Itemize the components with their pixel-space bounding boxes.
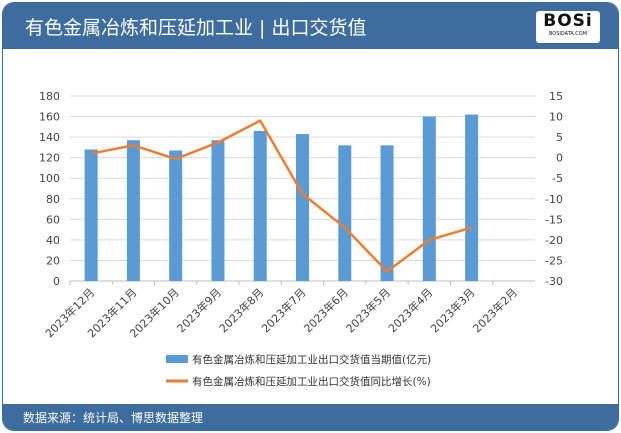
bosi-logo: BOSi BOSIDATA.COM [536, 11, 600, 43]
right-axis-tick: -5 [552, 172, 563, 185]
bar [380, 145, 394, 281]
right-axis-tick: -15 [545, 213, 563, 226]
right-axis-tick: -10 [545, 193, 563, 206]
left-axis-tick: 160 [39, 111, 60, 124]
left-axis-tick: 20 [46, 254, 60, 267]
left-axis-tick: 80 [46, 193, 60, 206]
legend-label-bar: 有色金属冶炼和压延加工业出口交货值当期值(亿元) [192, 353, 431, 366]
x-axis-tick: 2023年9月 [174, 285, 224, 335]
right-axis-tick: -30 [545, 275, 563, 288]
bar [169, 150, 183, 281]
right-axis-tick: -20 [545, 234, 563, 247]
growth-line [90, 119, 472, 273]
bar [465, 114, 479, 281]
legend-label-line: 有色金属冶炼和压延加工业出口交货值同比增长(%) [192, 375, 431, 388]
left-axis-tick: 60 [46, 213, 60, 226]
x-axis-tick: 2023年4月 [385, 285, 435, 335]
bar [84, 149, 98, 281]
header-bar: 有色金属冶炼和压延加工业 | 出口交货值 BOSi BOSIDATA.COM [3, 3, 618, 49]
left-axis-tick: 180 [39, 90, 60, 103]
page-title: 有色金属冶炼和压延加工业 | 出口交货值 [25, 17, 367, 39]
x-axis-tick: 2023年2月 [470, 285, 520, 335]
right-axis-tick: 15 [549, 90, 563, 103]
right-axis-tick: 0 [556, 152, 563, 165]
legend-swatch-bar [166, 355, 188, 363]
right-axis-tick: 10 [549, 111, 563, 124]
x-axis-tick: 2023年6月 [301, 285, 351, 335]
legend: 有色金属冶炼和压延加工业出口交货值当期值(亿元) 有色金属冶炼和压延加工业出口交… [166, 353, 431, 388]
left-axis-tick: 100 [39, 172, 60, 185]
bar [211, 140, 225, 281]
x-axis-tick: 2023年7月 [258, 285, 308, 335]
bar [422, 116, 436, 281]
left-axis-tick: 40 [46, 234, 60, 247]
right-axis-tick: 5 [556, 131, 563, 144]
x-axis-tick: 2023年8月 [216, 285, 266, 335]
left-axis-tick: 120 [39, 152, 60, 165]
footer-bar: 数据来源：统计局、博思数据整理 [3, 404, 618, 430]
bar [253, 130, 267, 281]
left-axis-tick: 0 [53, 275, 60, 288]
x-axis-tick: 2023年5月 [343, 285, 393, 335]
left-axis-tick: 140 [39, 131, 60, 144]
x-axis-tick: 2023年3月 [428, 285, 478, 335]
data-source: 数据来源：统计局、博思数据整理 [23, 411, 204, 425]
bar [338, 145, 352, 281]
right-axis-tick: -25 [545, 254, 563, 267]
bar [126, 140, 140, 281]
bar [296, 134, 309, 281]
